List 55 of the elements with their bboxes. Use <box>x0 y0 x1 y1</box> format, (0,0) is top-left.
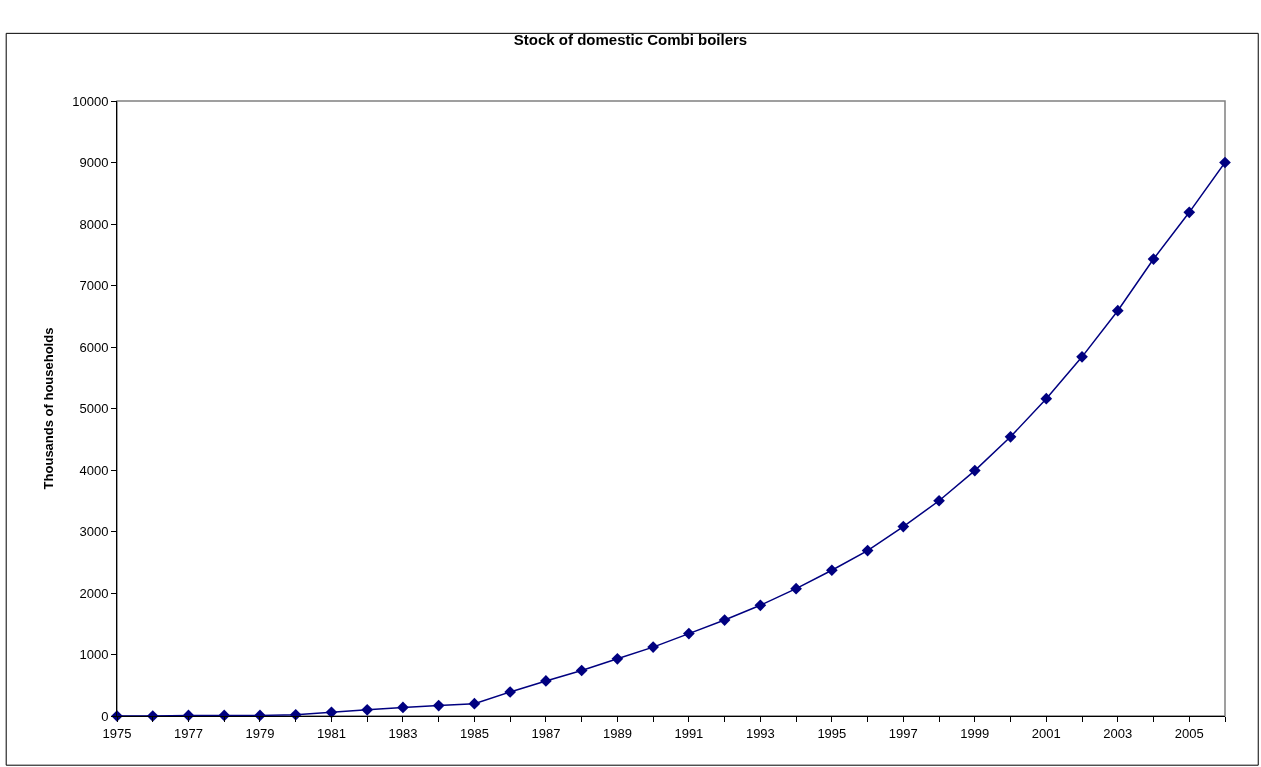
point <box>1147 253 1160 265</box>
point <box>968 464 981 477</box>
x-tick-label: 1981 <box>316 725 346 741</box>
point <box>647 641 659 653</box>
point <box>611 652 624 665</box>
x-tick-label: 2005 <box>1174 725 1204 741</box>
y-tick-label: 6000 <box>79 339 109 355</box>
chart-title: Stock of domestic Combi boilers <box>513 31 748 49</box>
y-tick-label: 1000 <box>79 647 109 663</box>
point <box>1004 430 1017 443</box>
point <box>754 599 767 612</box>
point <box>1183 206 1196 219</box>
x-tick-label: 1995 <box>817 725 847 741</box>
point <box>1040 392 1053 405</box>
point <box>718 614 731 626</box>
y-tick-label: 3000 <box>79 524 109 540</box>
x-tick-label: 1977 <box>174 725 203 741</box>
y-tick-label: 7000 <box>79 278 109 294</box>
y-tick-label: 8000 <box>79 216 109 232</box>
x-tick-label: 1993 <box>745 725 775 741</box>
x-tick-label: 1985 <box>459 725 489 741</box>
y-axis-title: Thousands of households <box>41 327 57 490</box>
point <box>540 675 552 687</box>
point <box>1076 350 1088 363</box>
point <box>1219 156 1231 169</box>
point <box>575 664 588 677</box>
x-tick-label: 1999 <box>960 725 990 741</box>
x-tick-label: 1983 <box>388 725 418 741</box>
x-tick-label: 1997 <box>888 725 918 741</box>
point <box>397 701 409 714</box>
y-tick-label: 10000 <box>72 93 109 109</box>
y-tick-label: 5000 <box>79 401 109 417</box>
point <box>325 706 338 719</box>
y-tick-label: 0 <box>101 708 109 724</box>
x-tick-label: 1991 <box>674 725 704 741</box>
x-tick-label: 1975 <box>102 725 132 741</box>
y-tick-label: 2000 <box>79 585 109 601</box>
point <box>790 582 802 595</box>
point <box>504 686 517 698</box>
point <box>432 699 445 712</box>
point <box>933 494 945 507</box>
point <box>825 564 838 577</box>
x-tick-label: 2003 <box>1103 725 1133 741</box>
x-tick-label: 1987 <box>531 725 561 741</box>
point <box>683 627 695 640</box>
point <box>1111 304 1124 317</box>
point <box>468 697 481 710</box>
x-tick-label: 2001 <box>1031 725 1061 741</box>
x-tick-label: 1989 <box>602 725 632 741</box>
point <box>361 704 374 716</box>
y-tick-label: 9000 <box>79 155 109 171</box>
point <box>897 520 910 533</box>
y-tick-label: 4000 <box>79 462 109 478</box>
x-tick-label: 1979 <box>245 725 275 741</box>
point <box>861 544 874 557</box>
